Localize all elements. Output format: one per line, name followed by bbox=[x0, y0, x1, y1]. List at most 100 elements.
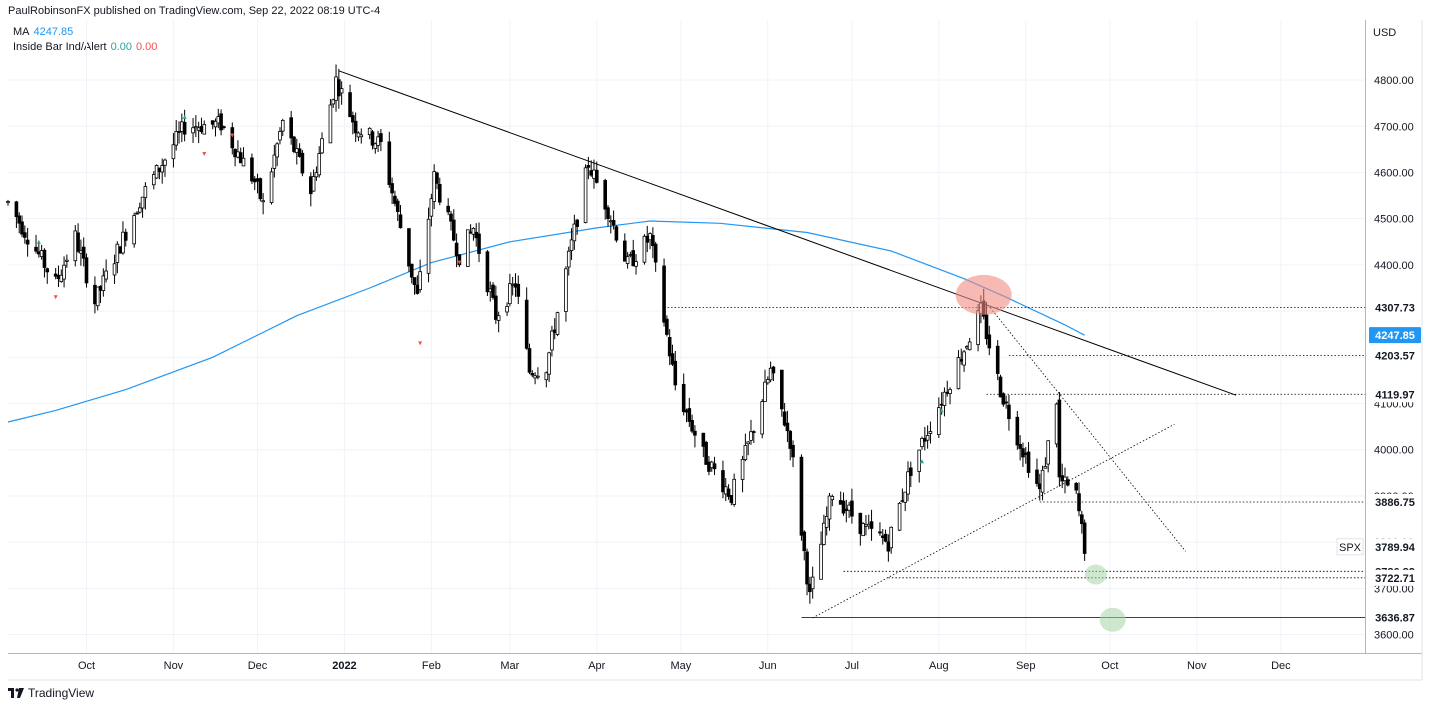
candle-body bbox=[824, 516, 829, 528]
candle-body bbox=[376, 136, 380, 146]
candle-body bbox=[255, 178, 260, 182]
candle-body bbox=[998, 376, 1003, 398]
footer-branding[interactable]: TradingView bbox=[8, 686, 94, 700]
candle-body bbox=[830, 496, 835, 500]
candle-body bbox=[356, 132, 361, 138]
candle-body bbox=[808, 583, 812, 593]
time-tick-label: May bbox=[671, 660, 692, 672]
candle-body bbox=[864, 524, 868, 527]
candle-body bbox=[112, 263, 117, 276]
candle-body bbox=[339, 88, 344, 94]
candle-body bbox=[653, 243, 658, 263]
candle-body bbox=[407, 228, 411, 267]
candle-body bbox=[760, 401, 765, 435]
candle-body bbox=[886, 541, 891, 552]
axes-layer: USD3600.003700.003800.003900.004000.0041… bbox=[8, 20, 1423, 681]
inside-bar-legend-value1: 0.00 bbox=[110, 41, 132, 53]
candle-body bbox=[939, 403, 944, 406]
indicator-legend: MA 4247.85 Inside Bar Ind/Alert 0.00 0.00 bbox=[13, 25, 161, 55]
candle-body bbox=[45, 268, 50, 273]
candle-body bbox=[238, 152, 243, 164]
candle-body bbox=[157, 167, 162, 172]
candle-body bbox=[937, 407, 941, 435]
time-tick-label: Oct bbox=[78, 660, 95, 672]
signal-marker bbox=[920, 459, 925, 464]
candle-body bbox=[311, 176, 316, 192]
candle-body bbox=[878, 531, 882, 534]
ma-legend-row[interactable]: MA 4247.85 bbox=[13, 25, 161, 40]
candle-body bbox=[474, 231, 479, 239]
candle-body bbox=[137, 207, 142, 213]
candle-body bbox=[819, 543, 823, 580]
candle-body bbox=[202, 124, 207, 135]
candle-body bbox=[309, 176, 313, 195]
candle-body bbox=[53, 273, 58, 277]
candle-body bbox=[751, 431, 756, 433]
candle-body bbox=[606, 207, 610, 220]
candle-body bbox=[370, 131, 375, 146]
candle-body bbox=[488, 288, 493, 293]
candle-body bbox=[140, 196, 145, 209]
candle-body bbox=[334, 76, 338, 101]
price-tick-label: 4800.00 bbox=[1374, 75, 1414, 87]
candle-body bbox=[337, 79, 341, 97]
candle-body bbox=[592, 169, 596, 179]
candle-body bbox=[151, 174, 156, 186]
time-tick-label: Feb bbox=[422, 660, 441, 672]
candle-body bbox=[351, 115, 355, 123]
candle-body bbox=[93, 284, 97, 305]
candle-body bbox=[1001, 393, 1006, 405]
time-tick-label: Nov bbox=[164, 660, 184, 672]
candle-body bbox=[690, 420, 694, 432]
candle-body bbox=[726, 488, 731, 497]
candle-body bbox=[780, 369, 784, 410]
candle-body bbox=[648, 233, 652, 241]
candle-body bbox=[746, 441, 750, 445]
candle-body bbox=[118, 246, 122, 254]
candle-body bbox=[59, 274, 64, 283]
candle-body bbox=[704, 441, 708, 465]
candle-body bbox=[827, 495, 832, 520]
inside-bar-legend-name: Inside Bar Ind/Alert bbox=[13, 41, 107, 53]
candle-body bbox=[320, 138, 324, 154]
candle-body bbox=[869, 521, 874, 529]
candle-body bbox=[709, 461, 714, 469]
candle-body bbox=[328, 104, 333, 144]
candle-body bbox=[505, 306, 509, 313]
candle-body bbox=[174, 131, 179, 146]
candle-body bbox=[802, 531, 807, 552]
moving-average-layer bbox=[7, 220, 1085, 423]
candle-body bbox=[194, 126, 198, 129]
candle-body bbox=[566, 250, 571, 268]
last-price-label: 3789.94 bbox=[1375, 542, 1416, 554]
candle-body bbox=[14, 201, 19, 218]
candle-body bbox=[294, 148, 299, 153]
candle-body bbox=[1007, 404, 1011, 420]
trendline bbox=[812, 423, 1175, 619]
candle-body bbox=[446, 205, 450, 213]
candle-body bbox=[275, 143, 279, 158]
candle-body bbox=[104, 270, 108, 280]
candle-body bbox=[180, 121, 184, 132]
signal-marker bbox=[202, 151, 207, 156]
candle-body bbox=[925, 435, 930, 441]
candle-body bbox=[1080, 514, 1084, 525]
candle-body bbox=[667, 337, 672, 357]
price-tick-label: 4600.00 bbox=[1374, 167, 1414, 179]
time-tick-label: Mar bbox=[500, 660, 519, 672]
candle-body bbox=[516, 283, 521, 297]
inside-bar-legend-row[interactable]: Inside Bar Ind/Alert 0.00 0.00 bbox=[13, 40, 161, 55]
candle-body bbox=[216, 116, 221, 124]
candle-body bbox=[785, 422, 790, 432]
candle-body bbox=[976, 310, 980, 346]
price-level-label: 4119.97 bbox=[1375, 389, 1414, 401]
signal-marker bbox=[36, 239, 41, 244]
candle-body bbox=[454, 242, 459, 257]
tradingview-brand: TradingView bbox=[28, 686, 95, 700]
ma-legend-name: MA bbox=[13, 26, 30, 38]
candle-body bbox=[662, 265, 666, 323]
candle-body bbox=[213, 121, 218, 128]
publisher-header: PaulRobinsonFX published on TradingView.… bbox=[8, 5, 380, 17]
candle-body bbox=[6, 200, 10, 203]
